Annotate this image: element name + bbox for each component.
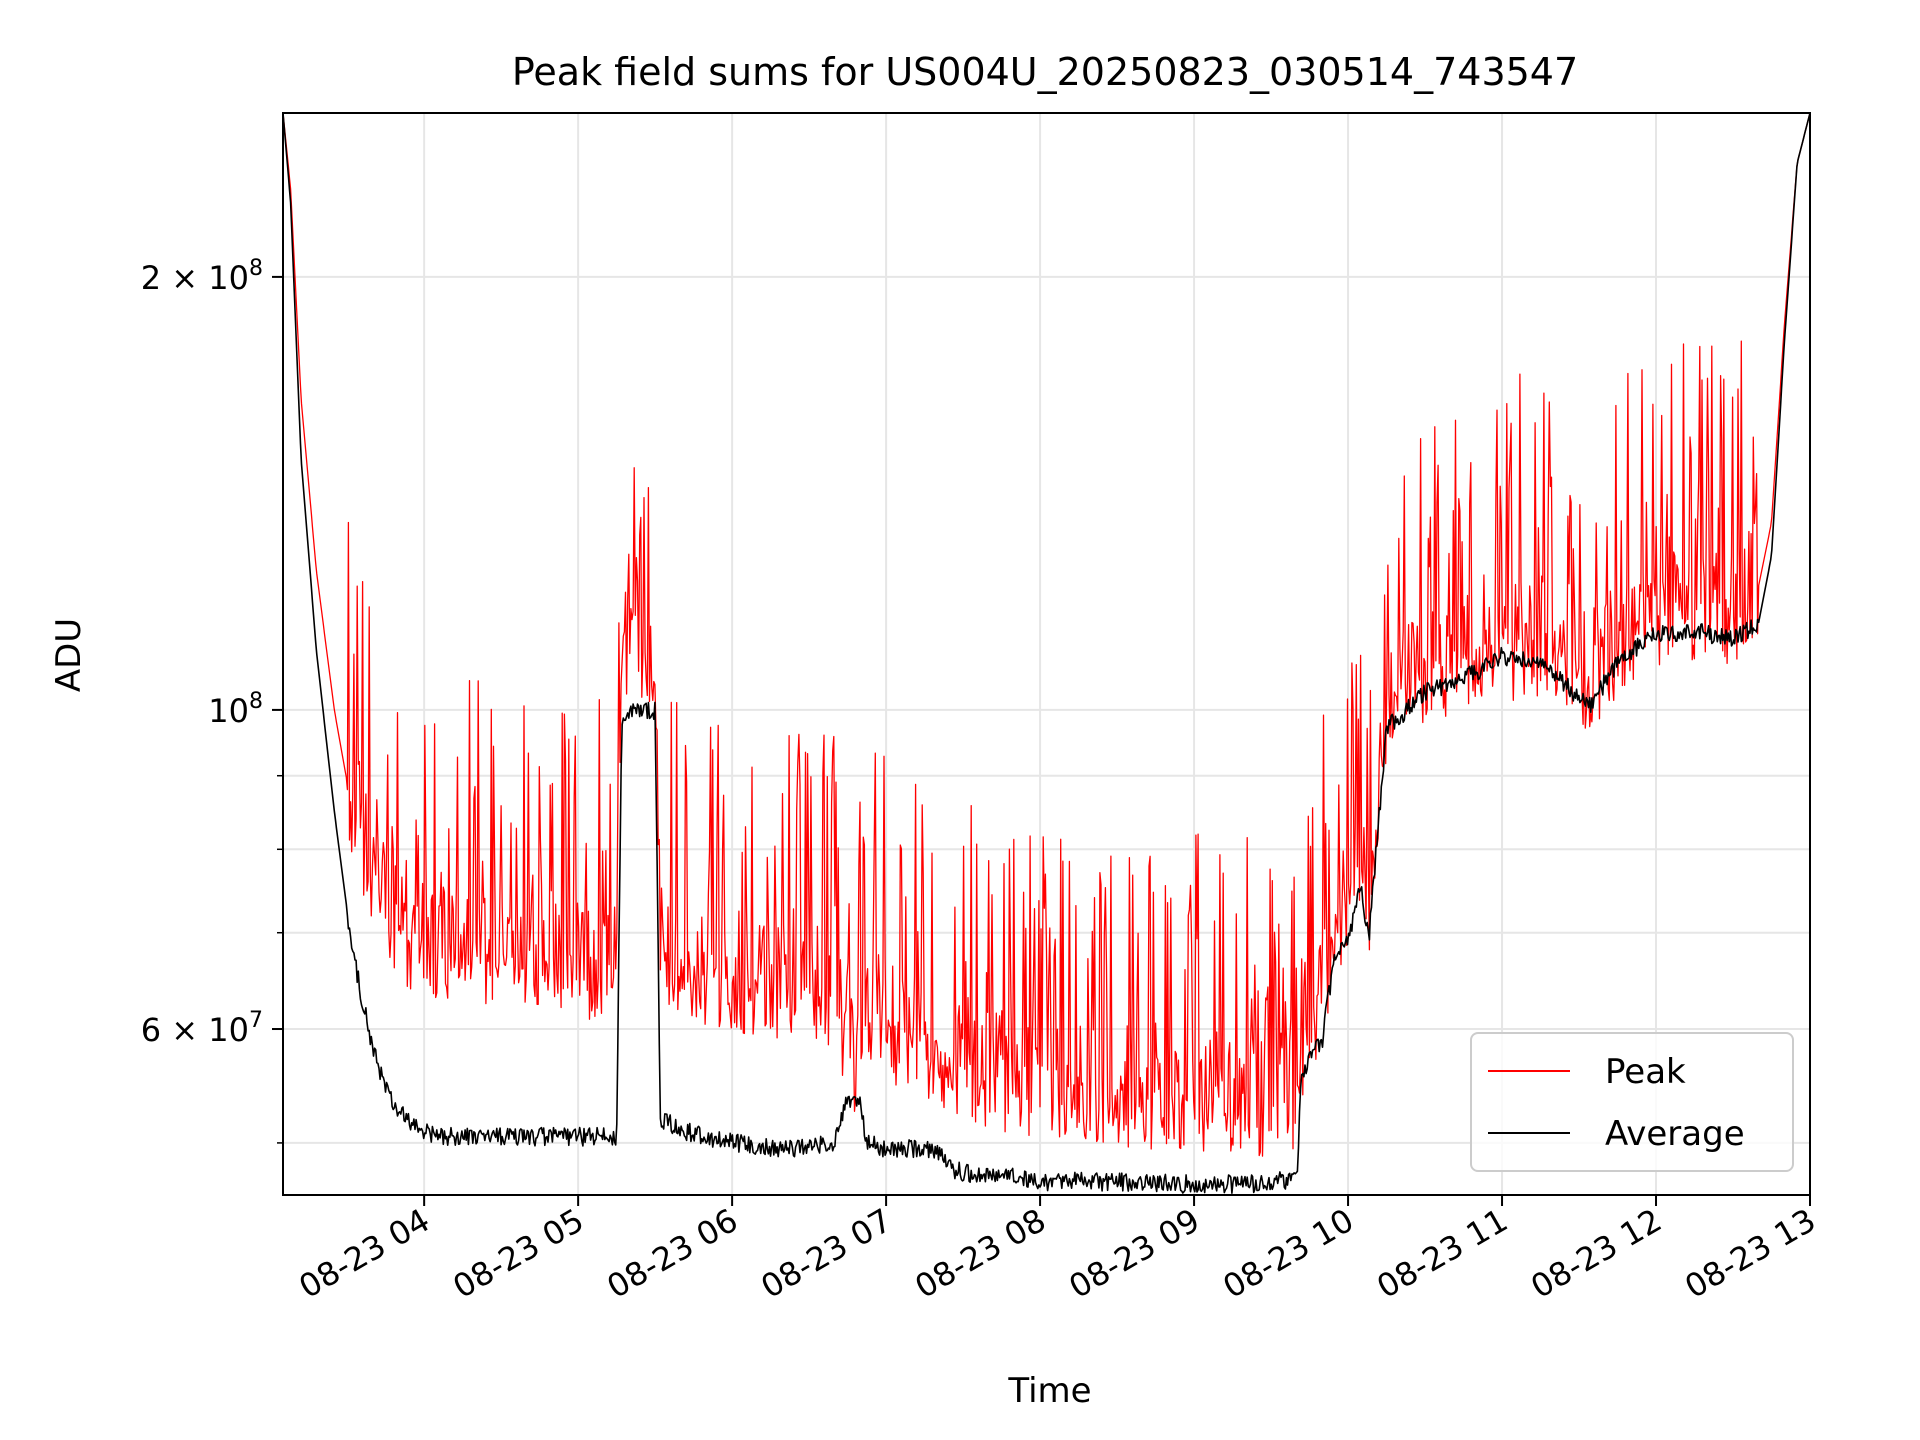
- plot-frame: [282, 112, 1811, 1196]
- y-axis-label: ADU: [49, 618, 89, 692]
- legend-average-label: Average: [1605, 1114, 1745, 1154]
- legend: Peak Average: [1470, 1032, 1794, 1172]
- chart-title: Peak field sums for US004U_20250823_0305…: [512, 50, 1578, 94]
- y-tick-label: 108: [208, 689, 263, 730]
- y-tick-label: 6 × 107: [141, 1008, 263, 1049]
- legend-peak-label: Peak: [1605, 1052, 1686, 1092]
- legend-box: [1470, 1032, 1794, 1172]
- series-layer: [283, 113, 1810, 1194]
- y-axis: 6 × 107 108 2 × 108: [141, 256, 283, 1144]
- x-axis-label: Time: [1007, 1371, 1091, 1411]
- series-line-average: [283, 113, 1810, 1194]
- y-tick-label: 2 × 108: [141, 256, 263, 297]
